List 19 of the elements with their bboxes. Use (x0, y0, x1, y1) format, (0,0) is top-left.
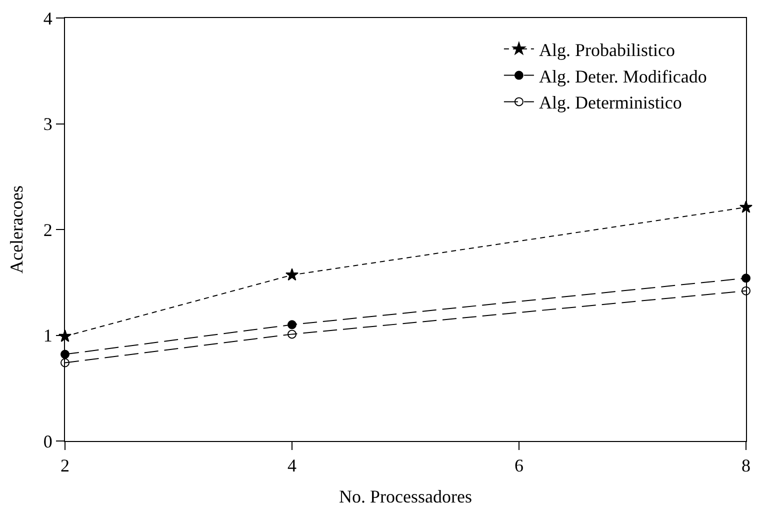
x-tick-label: 6 (514, 456, 524, 476)
x-tick-label: 4 (288, 456, 296, 476)
point (288, 330, 296, 339)
y-tick-label: 1 (43, 326, 52, 346)
y-axis-title: Aceleracoes (6, 186, 27, 274)
y-tick-label: 4 (43, 8, 52, 28)
point (60, 358, 70, 368)
x-tick-label: 2 (60, 456, 70, 476)
y-tick-label: 0 (43, 431, 52, 452)
x-tick-label: 8 (742, 456, 750, 476)
legend-label: Alg. Deter. Modificado (538, 66, 707, 86)
x-axis-title: No. Processadores (339, 486, 472, 507)
legend-label: Alg. Deterministico (538, 92, 682, 113)
point (286, 268, 298, 281)
point (288, 320, 296, 330)
legend-label: Alg. Probabilistico (538, 40, 675, 60)
y-tick-label: 2 (43, 220, 52, 240)
y-tick-label: 3 (43, 114, 52, 134)
point (742, 286, 750, 296)
